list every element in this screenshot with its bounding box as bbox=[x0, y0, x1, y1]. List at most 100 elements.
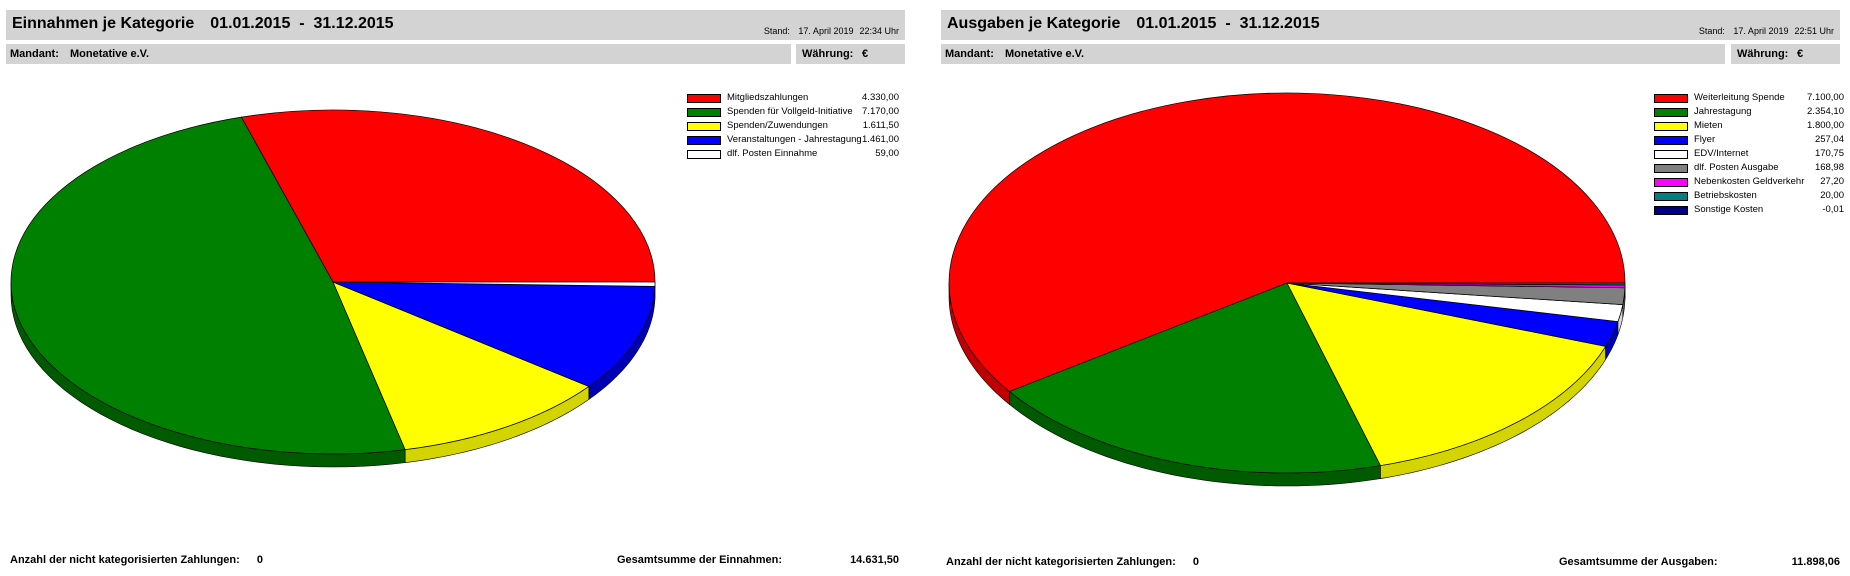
legend-item-betriebskosten: Betriebskosten 20,00 bbox=[1654, 190, 1844, 204]
report-title-text: Einnahmen je Kategorie bbox=[12, 15, 195, 32]
legend-value: 20,00 bbox=[1820, 190, 1844, 201]
currency-value: € bbox=[1797, 48, 1804, 60]
footer-total: Gesamtsumme der Einnahmen: 14.631,50 bbox=[617, 554, 899, 566]
stand-date: 17. April 2019 bbox=[1733, 26, 1789, 36]
footer-uncategorized: Anzahl der nicht kategorisierten Zahlung… bbox=[10, 554, 263, 566]
income-report-panel: Einnahmen je Kategorie 01.01.2015 - 31.12… bbox=[0, 0, 920, 576]
legend-item-jahrestagung: Jahrestagung 2.354,10 bbox=[1654, 106, 1844, 120]
currency-label: Währung: bbox=[1737, 48, 1789, 60]
legend-label: Nebenkosten Geldverkehr bbox=[1694, 176, 1805, 187]
footer-count-value: 0 bbox=[1192, 556, 1199, 568]
legend-label: Flyer bbox=[1694, 134, 1716, 145]
expense-report-panel: Ausgaben je Kategorie 01.01.2015 - 31.12.… bbox=[940, 0, 1850, 576]
legend-value: 2.354,10 bbox=[1807, 106, 1844, 117]
pie-slice-spenden-zuwendungen bbox=[332, 281, 590, 450]
legend-label: Veranstaltungen - Jahrestagung bbox=[727, 134, 862, 145]
pie-slice-jahrestagung bbox=[1008, 282, 1381, 474]
footer-total-label: Gesamtsumme der Einnahmen: bbox=[617, 554, 783, 566]
legend-label: Sonstige Kosten bbox=[1694, 204, 1764, 215]
legend-value: 168,98 bbox=[1814, 162, 1844, 173]
footer-count-label: Anzahl der nicht kategorisierten Zahlung… bbox=[946, 556, 1176, 568]
footer-total: Gesamtsumme der Ausgaben: 11.898,06 bbox=[1559, 556, 1840, 568]
legend-value: 4.330,00 bbox=[862, 92, 899, 103]
income-pie-chart bbox=[10, 109, 656, 468]
mandant-bar: Mandant: Monetative e.V. bbox=[941, 44, 1725, 64]
legend-label: Weiterleitung Spende bbox=[1694, 92, 1785, 103]
legend-item-flyer: Flyer 257,04 bbox=[1654, 134, 1844, 148]
stand-time: 22:34 Uhr bbox=[859, 26, 899, 36]
footer-total-value: 14.631,50 bbox=[850, 554, 899, 566]
stand-label: Stand: bbox=[763, 26, 790, 36]
legend-value: 27,20 bbox=[1820, 176, 1844, 187]
report-period: 01.01.2015 - 31.12.2015 bbox=[1136, 15, 1320, 32]
stand-timestamp: Stand: 17. April 2019 22:34 Uhr bbox=[764, 26, 899, 36]
legend-value: 1.611,50 bbox=[862, 120, 899, 131]
pie-slice-mitgliedszahlungen bbox=[240, 109, 656, 283]
pie-slice-weiterleitung-spende bbox=[948, 92, 1626, 392]
legend-value: 257,04 bbox=[1814, 134, 1844, 145]
legend-label: Mitgliedszahlungen bbox=[727, 92, 809, 103]
report-period: 01.01.2015 - 31.12.2015 bbox=[210, 15, 394, 32]
legend-label: Spenden für Vollgeld-Initiative bbox=[727, 106, 853, 117]
mandant-label: Mandant: bbox=[10, 48, 59, 60]
legend-swatch bbox=[1654, 108, 1688, 117]
legend-swatch bbox=[687, 122, 721, 131]
pie-slice-mieten bbox=[1286, 282, 1607, 466]
footer-total-label: Gesamtsumme der Ausgaben: bbox=[1559, 556, 1718, 568]
legend-item-dlf-posten-ausgabe: dlf. Posten Ausgabe 168,98 bbox=[1654, 162, 1844, 176]
currency-bar: Währung: € bbox=[796, 44, 905, 64]
mandant-bar: Mandant: Monetative e.V. bbox=[6, 44, 791, 64]
legend-swatch bbox=[1654, 178, 1688, 187]
legend-label: Betriebskosten bbox=[1694, 190, 1757, 201]
title-bar: Einnahmen je Kategorie 01.01.2015 - 31.12… bbox=[6, 10, 905, 40]
stand-timestamp: Stand: 17. April 2019 22:51 Uhr bbox=[1699, 26, 1834, 36]
stand-label: Stand: bbox=[1698, 26, 1725, 36]
legend-swatch bbox=[1654, 94, 1688, 103]
legend-swatch bbox=[1654, 192, 1688, 201]
report-title-text: Ausgaben je Kategorie bbox=[947, 15, 1121, 32]
pie-slice-dlf-posten-einnahme bbox=[332, 281, 656, 287]
currency-bar: Währung: € bbox=[1731, 44, 1840, 64]
footer-total-value: 11.898,06 bbox=[1791, 556, 1840, 568]
legend-value: 7.100,00 bbox=[1807, 92, 1844, 103]
legend-item-mitgliedszahlungen: Mitgliedszahlungen 4.330,00 bbox=[687, 92, 899, 106]
legend-label: Spenden/Zuwendungen bbox=[727, 120, 828, 131]
legend-value: 59,00 bbox=[875, 148, 899, 159]
legend-value: 1.461,00 bbox=[862, 134, 899, 145]
pie-slice-veranstaltungen-jahrestagung bbox=[332, 281, 656, 387]
stand-date: 17. April 2019 bbox=[798, 26, 854, 36]
legend-swatch bbox=[1654, 206, 1688, 215]
legend-value: 1.800,00 bbox=[1807, 120, 1844, 131]
legend-value: -0,01 bbox=[1822, 204, 1844, 215]
title-bar: Ausgaben je Kategorie 01.01.2015 - 31.12.… bbox=[941, 10, 1840, 40]
legend-swatch bbox=[687, 150, 721, 159]
legend-label: EDV/Internet bbox=[1694, 148, 1749, 159]
legend-swatch bbox=[687, 136, 721, 145]
mandant-value: Monetative e.V. bbox=[1005, 48, 1085, 60]
legend-swatch bbox=[687, 108, 721, 117]
mandant-value: Monetative e.V. bbox=[70, 48, 150, 60]
legend-swatch bbox=[1654, 150, 1688, 159]
legend-value: 7.170,00 bbox=[862, 106, 899, 117]
footer-count-value: 0 bbox=[256, 554, 263, 566]
stand-time: 22:51 Uhr bbox=[1794, 26, 1834, 36]
legend-label: Mieten bbox=[1694, 120, 1723, 131]
legend-item-edv-internet: EDV/Internet 170,75 bbox=[1654, 148, 1844, 162]
legend-item-nebenkosten-geldverkehr: Nebenkosten Geldverkehr 27,20 bbox=[1654, 176, 1844, 190]
expense-pie-chart bbox=[948, 92, 1626, 487]
legend-swatch bbox=[1654, 136, 1688, 145]
legend-label: dlf. Posten Ausgabe bbox=[1694, 162, 1779, 173]
legend-item-mieten: Mieten 1.800,00 bbox=[1654, 120, 1844, 134]
pie-slice-spenden-f-r-vollgeld-initiative bbox=[10, 116, 406, 455]
legend-swatch bbox=[1654, 164, 1688, 173]
legend-item-spenden-f-r-vollgeld-initiative: Spenden für Vollgeld-Initiative 7.170,00 bbox=[687, 106, 899, 120]
legend-swatch bbox=[687, 94, 721, 103]
report-title: Ausgaben je Kategorie 01.01.2015 - 31.12.… bbox=[947, 15, 1320, 33]
footer-uncategorized: Anzahl der nicht kategorisierten Zahlung… bbox=[946, 556, 1199, 568]
legend-label: Jahrestagung bbox=[1694, 106, 1752, 117]
legend-value: 170,75 bbox=[1814, 148, 1844, 159]
legend-item-weiterleitung-spende: Weiterleitung Spende 7.100,00 bbox=[1654, 92, 1844, 106]
pie-slice-betriebskosten bbox=[1286, 282, 1626, 286]
legend-item-veranstaltungen-jahrestagung: Veranstaltungen - Jahrestagung 1.461,00 bbox=[687, 134, 899, 148]
mandant-label: Mandant: bbox=[945, 48, 994, 60]
